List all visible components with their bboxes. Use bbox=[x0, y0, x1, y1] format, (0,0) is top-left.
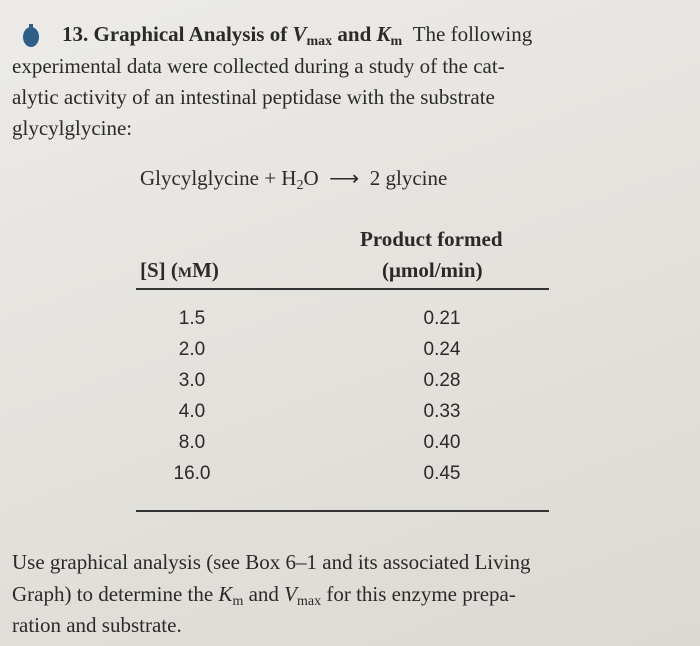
title-k: K bbox=[376, 22, 391, 46]
header-col1: [S] (mM) bbox=[140, 258, 219, 282]
intro-text: experimental data were collected during … bbox=[12, 54, 505, 78]
intro-text: The following bbox=[412, 22, 533, 46]
product-cell: 0.33 bbox=[423, 401, 461, 422]
reaction: Glycylglycine + H2O ⟶ 2 glycine bbox=[140, 166, 448, 193]
title-text: and bbox=[332, 22, 377, 46]
reaction-sub: 2 bbox=[296, 178, 304, 193]
problem-icon bbox=[23, 24, 39, 47]
product-cell: 0.45 bbox=[423, 463, 461, 484]
title-v: V bbox=[292, 22, 307, 46]
table-rule bbox=[136, 510, 549, 512]
substrate-cell: 8.0 bbox=[178, 432, 206, 453]
product-cell: 0.40 bbox=[423, 432, 461, 453]
closing-k-sub: m bbox=[232, 594, 244, 609]
table-rule bbox=[136, 288, 549, 290]
closing-v-sub: max bbox=[296, 594, 322, 609]
closing-text: and bbox=[243, 582, 285, 606]
product-cell: 0.21 bbox=[423, 308, 461, 329]
reaction-right: 2 glycine bbox=[369, 166, 448, 190]
problem-title: Graphical Analysis of Vmax and Km bbox=[93, 22, 403, 49]
reaction-left: Glycylglycine + H bbox=[140, 166, 297, 190]
title-k-sub: m bbox=[390, 34, 403, 49]
substrate-cell: 4.0 bbox=[178, 401, 206, 422]
title-v-sub: max bbox=[306, 34, 333, 49]
closing-k: K bbox=[218, 582, 233, 606]
problem-number: 13. bbox=[62, 22, 89, 46]
closing-text: for this enzyme prepa- bbox=[321, 582, 516, 606]
reaction-mid: O bbox=[303, 166, 319, 190]
intro-text: alytic activity of an intestinal peptida… bbox=[12, 85, 495, 109]
closing-text: Use graphical analysis (see Box 6–1 and … bbox=[12, 550, 531, 574]
substrate-cell: 1.5 bbox=[178, 308, 206, 329]
header-col2: Product formed bbox=[360, 227, 503, 251]
title-text: Graphical Analysis of bbox=[93, 22, 293, 46]
product-cell: 0.24 bbox=[423, 339, 461, 360]
closing-text: Graph) to determine the bbox=[12, 582, 219, 606]
closing-line: Graph) to determine the Km and Vmax for … bbox=[12, 582, 516, 609]
closing-v: V bbox=[284, 582, 297, 606]
product-cell: 0.28 bbox=[423, 370, 461, 391]
substrate-cell: 16.0 bbox=[173, 463, 211, 484]
substrate-cell: 3.0 bbox=[178, 370, 206, 391]
closing-text: ration and substrate. bbox=[12, 613, 182, 637]
reaction-arrow: ⟶ bbox=[329, 166, 360, 190]
substrate-cell: 2.0 bbox=[178, 339, 206, 360]
header-col2-unit: (μmol/min) bbox=[382, 258, 483, 282]
intro-text: glycylglycine: bbox=[12, 116, 133, 140]
title-line: 13. Graphical Analysis of Vmax and Km Th… bbox=[62, 22, 533, 49]
